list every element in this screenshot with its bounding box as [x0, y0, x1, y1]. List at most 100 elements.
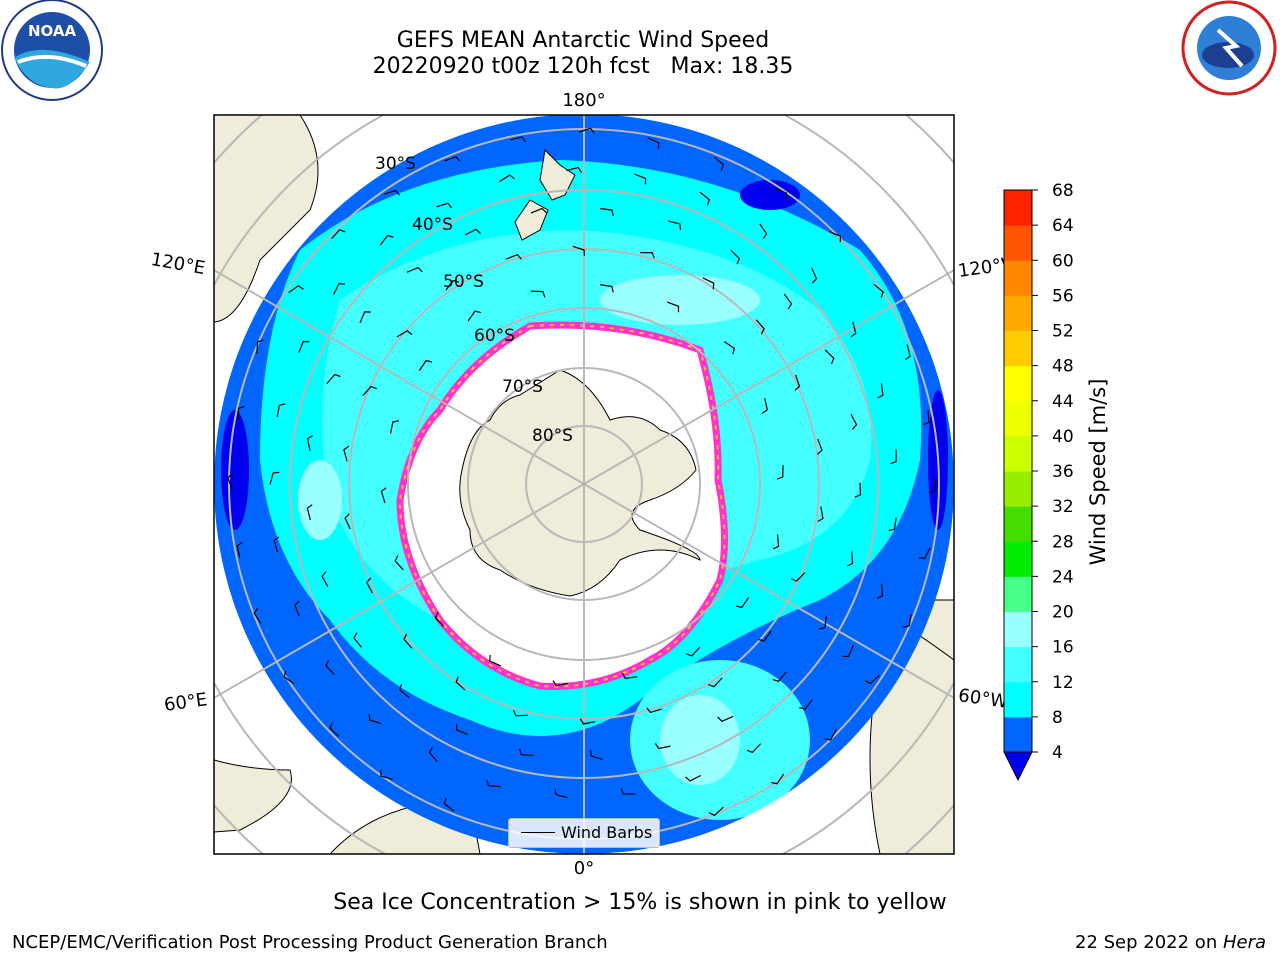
nws-logo-icon [1181, 0, 1277, 96]
sea-ice-caption: Sea Ice Concentration > 15% is shown in … [333, 890, 947, 915]
wind-barb [344, 513, 351, 530]
lat-label-70s: 70°S [502, 377, 543, 397]
wind-barb [288, 285, 304, 294]
wind-barb [735, 597, 750, 609]
wind-barb [512, 710, 528, 717]
footer-date-text: 22 Sep 2022 on [1075, 932, 1223, 953]
wind-barb [443, 797, 455, 812]
wind-barb [434, 611, 445, 627]
legend-line-icon [521, 832, 555, 833]
wind-barb [775, 188, 788, 200]
wind-barb [759, 223, 768, 240]
wind-barb [455, 723, 468, 735]
footer-machine: Hera [1222, 932, 1266, 953]
graticule [214, 115, 954, 854]
colorbar-tick-label: 12 [1052, 673, 1074, 693]
wind-barb [428, 747, 438, 763]
colorbar-segment [1004, 365, 1032, 402]
wind-barb [380, 769, 393, 780]
wind-barb [333, 282, 346, 295]
wind-barb [877, 383, 884, 399]
wind-barb [654, 743, 671, 750]
wind-barb [276, 403, 286, 418]
lon-label-60e: 60°E [163, 689, 209, 716]
lon-label-0: 0° [574, 858, 594, 879]
wind-barb [505, 253, 522, 260]
wind-barb [455, 676, 466, 691]
colorbar-under-arrow [1003, 751, 1033, 782]
wind-band-16-20-west [298, 460, 342, 540]
colorbar-tick-label: 64 [1052, 216, 1074, 236]
wind-barb [579, 718, 596, 725]
wind-barb [876, 583, 884, 599]
wind-barb [343, 445, 350, 462]
colorbar-segment [1004, 400, 1032, 437]
colorbar-segment [1004, 681, 1032, 718]
colorbar-tick-label: 48 [1052, 357, 1074, 377]
wind-barb [368, 713, 382, 725]
wind-barb [253, 608, 262, 624]
wind-barb [646, 707, 662, 714]
wind-barb [829, 231, 842, 243]
colorbar-tick-label: 20 [1052, 603, 1074, 623]
wind-barb [389, 420, 399, 434]
wind-band-16-20-north [600, 275, 760, 325]
wind-barb [928, 478, 937, 493]
wind-barb [566, 166, 583, 173]
wind-band-under-4-north [740, 180, 800, 210]
wind-band-under-4-west [221, 410, 249, 530]
wind-barb [283, 670, 295, 685]
lat-label-40s: 40°S [412, 215, 453, 235]
wind-barb [398, 684, 410, 698]
colorbar-tick-label: 4 [1052, 743, 1063, 763]
colorbar-tick-label: 40 [1052, 427, 1074, 447]
wind-barb [321, 571, 329, 588]
wind-barb [396, 330, 413, 338]
wind-barb [647, 137, 660, 149]
wind-barb [903, 613, 912, 628]
wind-barb [599, 284, 614, 293]
wind-barb [685, 774, 701, 782]
wind-barb [850, 413, 858, 430]
wind-barb [817, 438, 823, 455]
wind-barb [640, 251, 655, 259]
wind-barbs [227, 127, 937, 837]
wind-barb [770, 773, 785, 785]
wind-barb [590, 749, 603, 760]
wind-barb [273, 536, 280, 553]
legend: Wind Barbs [508, 818, 660, 848]
colorbar-tick-label: 44 [1052, 392, 1074, 412]
wind-barb [554, 788, 568, 799]
wind-barb [380, 487, 387, 504]
footer-date: 22 Sep 2022 on Hera [1075, 932, 1266, 953]
colorbar-tick-label: 32 [1052, 497, 1074, 517]
wind-barb [236, 542, 243, 558]
wind-barb [667, 220, 682, 230]
wind-barb [362, 385, 377, 396]
colorbar-segment [1004, 330, 1032, 367]
colorbar-tick-label: 8 [1052, 708, 1063, 728]
wind-barb [620, 788, 636, 795]
colorbar-segment [1004, 225, 1032, 261]
wind-barb [294, 600, 300, 617]
wind-barb [237, 405, 245, 421]
wind-barb [444, 156, 461, 162]
wind-barb [824, 729, 837, 741]
wind-barb [772, 534, 780, 550]
map-subtitle: 20220920 t00z 120h fcst Max: 18.35 [372, 54, 794, 79]
wind-barb [783, 293, 793, 310]
wind-barb [824, 349, 835, 365]
colorbar-segment [1004, 471, 1032, 507]
colorbar-tick-label: 36 [1052, 462, 1074, 482]
wind-barb [306, 504, 313, 521]
wind-barb [713, 156, 725, 171]
wind-barb [818, 615, 828, 630]
noaa-logo-icon: NOAA [1, 0, 103, 101]
wind-barb [325, 660, 335, 675]
wind-barb [353, 632, 362, 648]
wind-barb [298, 340, 310, 353]
colorbar-segment [1004, 260, 1032, 296]
wind-barb [724, 341, 735, 355]
